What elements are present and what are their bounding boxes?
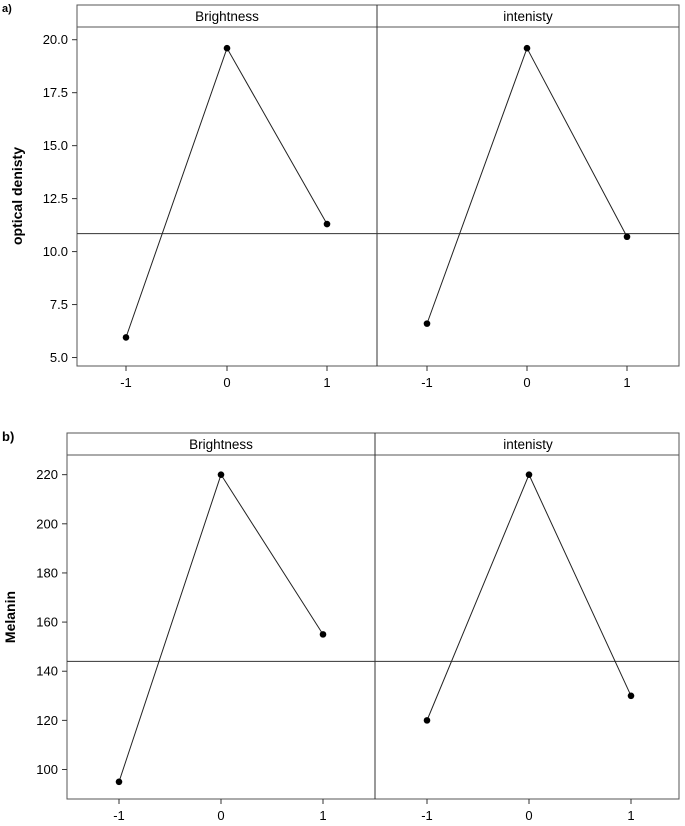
panel-b-xtick-label-1: 0 bbox=[217, 808, 224, 823]
panel-b-facet-title-brightness: Brightness bbox=[189, 437, 253, 452]
panel-a-ytick-label-0: 5.0 bbox=[50, 350, 68, 365]
panel-a-ytick-label-1: 7.5 bbox=[50, 297, 68, 312]
panel-a-series-line-intenisty bbox=[426, 46, 628, 324]
panel-b-y-axis-label: Melanin bbox=[2, 591, 18, 643]
panel-a: a) optical denisty Brightness intenisty … bbox=[2, 3, 680, 390]
panel-b-xtick-label-2: 1 bbox=[319, 808, 326, 823]
panel-b-ytick-label-2: 140 bbox=[36, 664, 58, 679]
panel-b-xtick-label-0: -1 bbox=[113, 808, 125, 823]
panel-b-ytick-label-5: 200 bbox=[36, 516, 58, 531]
panel-a-point-intenisty-0 bbox=[423, 320, 431, 327]
panel-a-xtick-label-5: 1 bbox=[623, 375, 630, 390]
panel-b-point-intenisty-2 bbox=[627, 692, 635, 700]
panel-b-ytick-label-0: 100 bbox=[36, 762, 58, 777]
panel-a-y-ticks: 5.0 7.5 10.0 12.5 15.0 17.5 20.0 bbox=[43, 32, 77, 365]
panel-a-point-intenisty-1 bbox=[523, 44, 531, 52]
panel-b-series-line-intenisty bbox=[426, 473, 632, 721]
panel-a-point-brightness-0 bbox=[122, 334, 130, 341]
panel-a-xtick-label-2: 1 bbox=[323, 375, 330, 390]
panel-a-point-brightness-2 bbox=[323, 220, 331, 228]
panel-a-facet-title-brightness: Brightness bbox=[195, 9, 259, 24]
panel-a-series-line-brightness bbox=[125, 46, 328, 338]
panel-b-ytick-label-1: 120 bbox=[36, 713, 58, 728]
panel-b-label: b) bbox=[2, 429, 14, 444]
panel-b-point-brightness-1 bbox=[217, 471, 225, 478]
panel-a-xtick-label-0: -1 bbox=[120, 375, 132, 390]
panel-a-ytick-label-2: 10.0 bbox=[43, 244, 68, 259]
panel-b-y-ticks: 100 120 140 160 180 200 220 bbox=[36, 467, 67, 777]
panel-b: b) Melanin Brightness intenisty 100 120 … bbox=[2, 429, 680, 823]
panel-a-x-ticks: -1 0 1 -1 0 1 bbox=[120, 366, 631, 390]
panel-b-ytick-label-4: 180 bbox=[36, 565, 58, 580]
panel-b-point-intenisty-1 bbox=[525, 471, 533, 478]
panel-a-label: a) bbox=[2, 3, 12, 15]
panel-b-xtick-label-4: 0 bbox=[525, 808, 532, 823]
panel-a-ytick-label-3: 12.5 bbox=[43, 191, 68, 206]
panel-a-xtick-label-1: 0 bbox=[223, 375, 230, 390]
panel-b-point-intenisty-0 bbox=[423, 717, 431, 724]
panel-b-xtick-label-5: 1 bbox=[627, 808, 634, 823]
panel-a-y-axis-label: optical denisty bbox=[9, 147, 25, 245]
panel-a-ytick-label-4: 15.0 bbox=[43, 138, 68, 153]
panel-a-facet-title-intenisty: intenisty bbox=[503, 9, 553, 24]
panel-a-point-intenisty-2 bbox=[623, 233, 631, 241]
panel-a-point-brightness-1 bbox=[223, 44, 231, 52]
panel-b-point-brightness-0 bbox=[115, 778, 123, 786]
panel-b-point-brightness-2 bbox=[319, 631, 327, 638]
panel-b-frame bbox=[66, 432, 680, 800]
panel-a-frame bbox=[76, 4, 680, 367]
panel-b-facet-title-intenisty: intenisty bbox=[503, 437, 553, 452]
panel-a-xtick-label-4: 0 bbox=[523, 375, 530, 390]
panel-b-ytick-label-6: 220 bbox=[36, 467, 58, 482]
panel-b-ytick-label-3: 160 bbox=[36, 615, 58, 630]
panel-b-xtick-label-3: -1 bbox=[421, 808, 433, 823]
panel-b-x-ticks: -1 0 1 -1 0 1 bbox=[113, 799, 635, 823]
panel-a-ytick-label-6: 20.0 bbox=[43, 32, 68, 47]
panel-b-series-line-brightness bbox=[118, 473, 324, 782]
panel-a-ytick-label-5: 17.5 bbox=[43, 85, 68, 100]
panel-a-xtick-label-3: -1 bbox=[421, 375, 433, 390]
